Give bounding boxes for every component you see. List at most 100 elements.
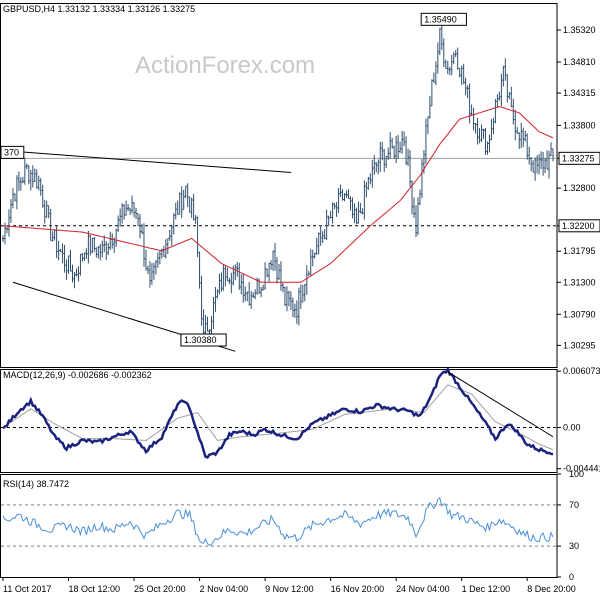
price-bar xyxy=(416,197,419,236)
price-bar xyxy=(514,109,517,141)
price-annotation: 370 xyxy=(0,145,25,159)
current-price-label-box xyxy=(558,151,600,165)
price-y-tick-label: 1.32800 xyxy=(563,183,596,193)
price-bar xyxy=(313,252,316,259)
price-bar xyxy=(480,124,483,143)
price-bar xyxy=(518,132,521,149)
price-bar xyxy=(357,201,360,224)
moving-average-line xyxy=(2,106,554,283)
price-bar xyxy=(418,189,421,206)
price-bar xyxy=(496,94,499,109)
price-bar xyxy=(13,193,16,202)
price-bar xyxy=(67,255,70,274)
price-bar xyxy=(47,205,50,219)
price-bar xyxy=(341,189,344,201)
price-bar xyxy=(196,216,199,258)
price-bar xyxy=(49,208,52,241)
price-y-tick-label: 1.30295 xyxy=(563,340,596,350)
price-bar xyxy=(446,60,449,75)
price-bar xyxy=(252,292,255,299)
x-tick-label: 9 Nov 12:00 xyxy=(265,584,314,594)
price-bar xyxy=(133,202,136,218)
price-bar xyxy=(81,253,84,262)
macd-y-tick-label: -0.004441 xyxy=(563,464,600,474)
price-bar xyxy=(274,242,277,271)
price-bar xyxy=(454,50,457,58)
x-tick-label: 2 Nov 04:00 xyxy=(200,584,249,594)
price-bar xyxy=(121,203,124,224)
price-bar xyxy=(393,145,396,159)
price-bar xyxy=(238,262,241,290)
price-bar xyxy=(97,246,100,259)
price-bar xyxy=(395,135,398,164)
price-bar xyxy=(260,286,263,298)
price-bar xyxy=(512,98,515,125)
price-y-tick-label: 1.31795 xyxy=(563,246,596,256)
price-bar xyxy=(174,202,177,220)
price-bar xyxy=(135,207,138,220)
price-y-tick-label: 1.34810 xyxy=(563,57,596,67)
price-bar xyxy=(25,163,28,170)
price-bar xyxy=(283,286,286,306)
price-bar xyxy=(482,128,485,139)
price-bar xyxy=(218,273,221,295)
price-bar xyxy=(19,177,22,191)
price-plot-area xyxy=(2,25,554,352)
price-bar xyxy=(492,117,495,135)
price-bar xyxy=(202,309,205,336)
price-bar xyxy=(436,42,439,74)
price-bar xyxy=(303,284,306,302)
price-bar xyxy=(190,197,193,218)
price-bar xyxy=(353,203,356,224)
price-bar xyxy=(150,263,153,285)
price-annotation: 1.35490 xyxy=(420,12,467,26)
price-bar xyxy=(508,92,511,100)
price-bar xyxy=(456,47,459,70)
price-bar xyxy=(137,213,140,227)
price-bar xyxy=(474,123,477,134)
price-bar xyxy=(397,134,400,159)
price-bar xyxy=(536,155,539,174)
price-bar xyxy=(168,229,171,241)
price-bar xyxy=(281,282,284,293)
price-annotation-label: 370 xyxy=(4,147,19,157)
price-bar xyxy=(458,67,461,78)
price-bar xyxy=(188,196,191,213)
price-bar xyxy=(321,231,324,244)
price-bar xyxy=(365,181,368,198)
price-annotation-box xyxy=(180,333,227,347)
price-bar xyxy=(154,260,157,275)
price-bar xyxy=(270,260,273,270)
price-bar xyxy=(420,159,423,199)
price-bar xyxy=(242,274,245,303)
price-bar xyxy=(69,249,72,272)
price-bar xyxy=(289,291,292,310)
price-bar xyxy=(367,176,370,190)
price-bar xyxy=(246,291,249,302)
price-bar xyxy=(158,250,161,265)
price-bar xyxy=(307,271,310,276)
price-bar xyxy=(373,155,376,175)
rsi-y-tick-label: 0 xyxy=(569,572,574,582)
price-bar xyxy=(77,266,80,282)
price-bar xyxy=(212,296,215,329)
price-bar xyxy=(21,176,24,183)
price-bar xyxy=(272,250,275,271)
price-bar xyxy=(432,72,435,83)
price-bar xyxy=(524,130,527,142)
price-bar xyxy=(9,199,12,223)
x-tick-label: 25 Oct 20:00 xyxy=(134,584,186,594)
price-bar xyxy=(5,226,8,234)
rsi-frame xyxy=(0,474,558,578)
price-bar xyxy=(27,165,30,185)
price-bar xyxy=(319,225,322,246)
price-bar xyxy=(23,157,26,185)
price-bar xyxy=(71,264,74,283)
price-trendline xyxy=(2,149,291,173)
price-bar xyxy=(462,63,465,85)
price-bar xyxy=(468,83,471,124)
price-bar xyxy=(327,215,330,227)
price-bar xyxy=(29,170,32,191)
price-bar xyxy=(61,243,64,264)
price-bar xyxy=(33,168,36,182)
